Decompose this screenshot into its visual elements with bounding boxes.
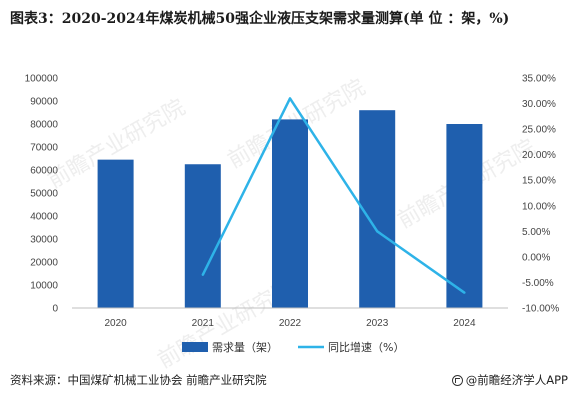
bar-series bbox=[97, 110, 483, 309]
legend-line-label: 同比增速（%） bbox=[328, 340, 404, 354]
chart-title: 图表3：2020-2024年煤炭机械50强企业液压支架需求量测算(单 位 ：架，… bbox=[10, 11, 510, 27]
line-point bbox=[463, 291, 466, 294]
right-axis-tick-label: 20.00% bbox=[522, 150, 556, 161]
left-axis-tick-label: 0 bbox=[52, 304, 58, 315]
bar bbox=[97, 159, 134, 308]
left-axis-tick-label: 80000 bbox=[30, 120, 58, 131]
bar bbox=[359, 110, 396, 308]
left-axis-tick-label: 10000 bbox=[30, 281, 58, 292]
x-axis-tick-label: 2020 bbox=[104, 318, 127, 329]
left-axis-tick-label: 100000 bbox=[25, 74, 59, 85]
line-point bbox=[201, 273, 204, 276]
right-axis-tick-label: 35.00% bbox=[522, 74, 556, 85]
right-axis-tick-label: 10.00% bbox=[522, 201, 556, 212]
line-point bbox=[376, 230, 379, 233]
x-axis-tick-label: 2023 bbox=[366, 318, 389, 329]
left-axis-tick-label: 50000 bbox=[30, 189, 58, 200]
source-note: 资料来源：中国煤矿机械工业协会 前瞻产业研究院 bbox=[10, 373, 267, 387]
right-axis-tick-label: -5.00% bbox=[522, 278, 554, 289]
brand-credit: @前瞻经济学人APP bbox=[451, 372, 568, 388]
left-axis-tick-label: 30000 bbox=[30, 235, 58, 246]
right-axis-tick-label: 5.00% bbox=[522, 227, 550, 238]
bar bbox=[446, 124, 483, 308]
line-point bbox=[288, 97, 292, 100]
left-axis-tick-label: 70000 bbox=[30, 143, 58, 154]
brand-text: @前瞻经济学人APP bbox=[465, 373, 568, 387]
bar bbox=[272, 119, 308, 309]
x-axis-tick-label: 2022 bbox=[279, 318, 302, 329]
left-axis-tick-label: 20000 bbox=[30, 258, 58, 269]
legend: 需求量（架） 同比增速（%） bbox=[182, 340, 404, 354]
right-axis-tick-label: -10.00% bbox=[522, 304, 559, 315]
x-axis-tick-label: 2024 bbox=[453, 318, 476, 329]
x-axis: 2020 2021 2022 2023 2024 bbox=[72, 307, 508, 329]
line-series bbox=[201, 97, 466, 294]
right-axis-tick-label: 15.00% bbox=[522, 176, 556, 187]
right-axis-tick-label: 25.00% bbox=[522, 125, 556, 136]
left-axis: 0 10000 20000 30000 40000 50000 60000 70000 8000… bbox=[25, 74, 59, 315]
left-axis-tick-label: 60000 bbox=[30, 166, 58, 177]
left-axis-tick-label: 90000 bbox=[30, 97, 58, 108]
x-axis-tick-label: 2021 bbox=[192, 318, 215, 329]
right-axis: -10.00% -5.00% 0.00% 5.00% 10.00% 15.00% 20.00… bbox=[522, 74, 559, 315]
right-axis-tick-label: 30.00% bbox=[522, 99, 556, 110]
growth-line bbox=[201, 97, 466, 294]
brand-logo-icon bbox=[451, 374, 463, 386]
left-axis-tick-label: 40000 bbox=[30, 212, 58, 223]
legend-bar-swatch bbox=[182, 342, 208, 352]
right-axis-tick-label: 0.00% bbox=[522, 252, 550, 263]
legend-bar-label: 需求量（架） bbox=[212, 341, 278, 354]
bar bbox=[184, 164, 221, 308]
